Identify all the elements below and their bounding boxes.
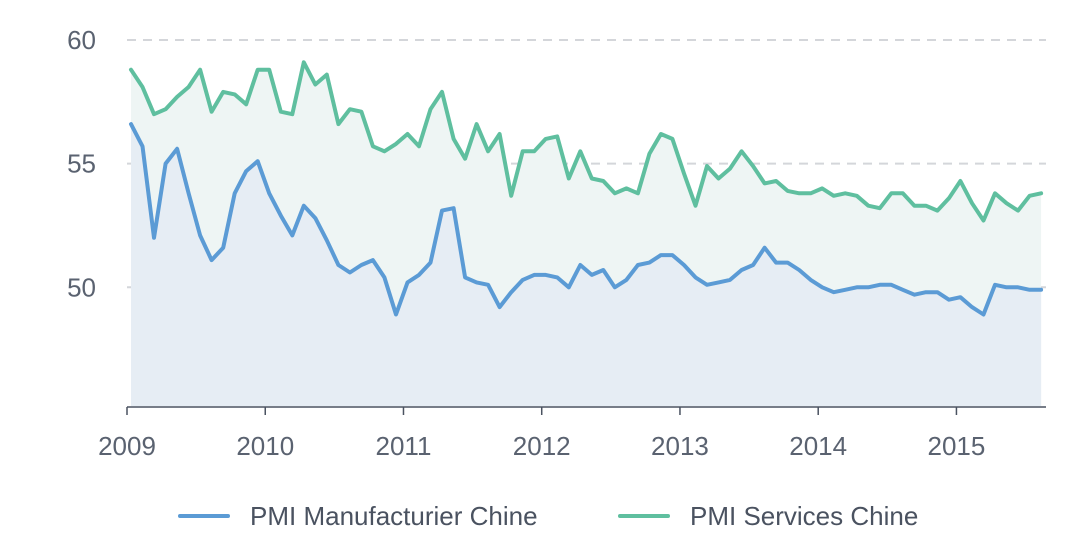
y-axis-tick-labels: 50 55 60	[67, 25, 96, 302]
legend-label-1: PMI Services Chine	[690, 501, 918, 531]
series-line-0	[129, 122, 1044, 317]
y-tick-label-50: 50	[67, 272, 96, 302]
x-tick-label-2011: 2011	[376, 431, 432, 461]
series-line-1	[129, 60, 1044, 223]
x-axis	[126, 406, 1046, 415]
legend: PMI Manufacturier Chine PMI Services Chin…	[178, 501, 918, 531]
x-tick-label-2012: 2012	[513, 431, 571, 461]
series-lines	[129, 60, 1044, 317]
y-tick-label-60: 60	[67, 25, 96, 55]
legend-label-0: PMI Manufacturier Chine	[250, 501, 538, 531]
x-tick-label-2009: 2009	[98, 431, 156, 461]
y-tick-label-55: 55	[67, 149, 96, 179]
x-axis-tick-labels: 2009 2010 2011 2012 2013 2014 2015	[98, 431, 985, 461]
x-tick-label-2015: 2015	[928, 431, 986, 461]
x-tick-label-2014: 2014	[789, 431, 847, 461]
x-tick-label-2013: 2013	[651, 431, 709, 461]
series-area-0	[131, 124, 1042, 406]
x-tick-label-2010: 2010	[236, 431, 294, 461]
series-areas	[131, 62, 1042, 407]
